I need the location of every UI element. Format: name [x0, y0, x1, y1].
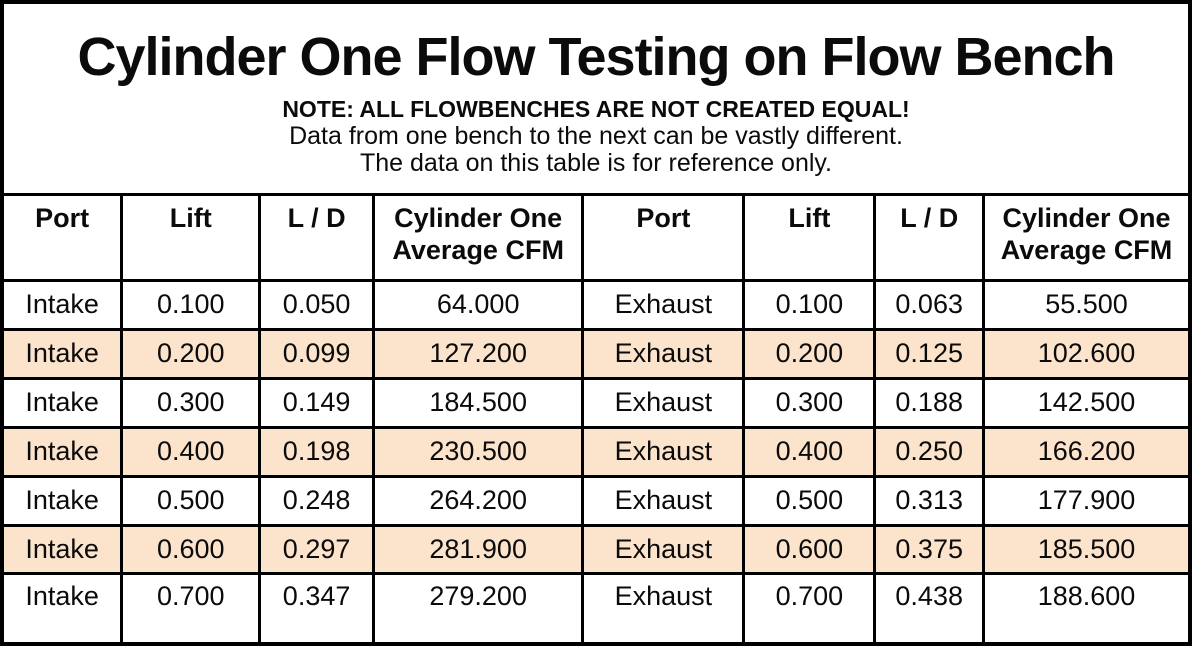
table-cell: 0.200 — [120, 327, 262, 380]
table-cell: Exhaust — [581, 425, 746, 478]
col-header-cfm-exhaust: Cylinder One Average CFM — [982, 194, 1188, 282]
table-cell: 0.500 — [120, 474, 262, 527]
table-cell: 64.000 — [371, 279, 585, 331]
table-cell: 0.313 — [873, 474, 986, 527]
table-row-highlighted: Intake 0.200 0.099 127.200 Exhaust 0.200… — [4, 327, 1188, 380]
table-row: Intake 0.500 0.248 264.200 Exhaust 0.500… — [4, 474, 1188, 527]
table-cell: 188.600 — [982, 572, 1188, 642]
table-cell: 0.438 — [873, 572, 986, 642]
table-cell: 0.100 — [120, 279, 262, 331]
table-cell: 185.500 — [982, 523, 1188, 576]
table-cell: 0.200 — [742, 327, 877, 380]
table-cell: 55.500 — [982, 279, 1188, 331]
table-cell: 0.400 — [120, 425, 262, 478]
col-header-lift-exhaust: Lift — [742, 194, 877, 282]
col-header-lift-intake: Lift — [120, 194, 262, 282]
col-header-ld-intake: L / D — [258, 194, 375, 282]
table-cell: 0.297 — [258, 523, 375, 576]
table-cell: Exhaust — [581, 523, 746, 576]
table-cell: 0.347 — [258, 572, 375, 642]
table-cell: 281.900 — [371, 523, 585, 576]
table-cell: 230.500 — [371, 425, 585, 478]
table-cell: 0.400 — [742, 425, 877, 478]
table-cell: Intake — [4, 572, 124, 642]
table-cell: Intake — [4, 523, 124, 576]
table-cell: 0.300 — [742, 376, 877, 429]
table-row-highlighted: Intake 0.600 0.297 281.900 Exhaust 0.600… — [4, 523, 1188, 576]
table-cell: 127.200 — [371, 327, 585, 380]
page-title: Cylinder One Flow Testing on Flow Bench — [77, 26, 1115, 87]
table-cell: Intake — [4, 279, 124, 331]
table-cell: Exhaust — [581, 279, 746, 331]
table-cell: 0.500 — [742, 474, 877, 527]
table-cell: 0.600 — [120, 523, 262, 576]
table-cell: Exhaust — [581, 572, 746, 642]
table-cell: 0.700 — [120, 572, 262, 642]
col-header-port-exhaust: Port — [581, 194, 746, 282]
table-cell: 184.500 — [371, 376, 585, 429]
table-cell: 0.248 — [258, 474, 375, 527]
table-cell: Intake — [4, 425, 124, 478]
table-cell: 177.900 — [982, 474, 1188, 527]
table-row: Intake 0.300 0.149 184.500 Exhaust 0.300… — [4, 376, 1188, 429]
table-cell: 0.600 — [742, 523, 877, 576]
table-cell: 0.099 — [258, 327, 375, 380]
note-line-2: Data from one bench to the next can be v… — [289, 122, 903, 151]
table-cell: 0.250 — [873, 425, 986, 478]
table-cell: Exhaust — [581, 327, 746, 380]
table-cell: 0.125 — [873, 327, 986, 380]
table-cell: Intake — [4, 474, 124, 527]
table-row: Intake 0.700 0.347 279.200 Exhaust 0.700… — [4, 572, 1188, 642]
header-row: Port Lift L / D Cylinder One Average CFM… — [4, 194, 1188, 282]
table-cell: Exhaust — [581, 474, 746, 527]
table-cell: 102.600 — [982, 327, 1188, 380]
table-cell: 0.198 — [258, 425, 375, 478]
table-cell: Exhaust — [581, 376, 746, 429]
flow-data-table: Port Lift L / D Cylinder One Average CFM… — [4, 193, 1188, 642]
col-header-cfm-intake: Cylinder One Average CFM — [371, 194, 585, 282]
table-cell: 142.500 — [982, 376, 1188, 429]
table-cell: 0.063 — [873, 279, 986, 331]
table-cell: Intake — [4, 376, 124, 429]
table-row: Intake 0.100 0.050 64.000 Exhaust 0.100 … — [4, 279, 1188, 331]
note-line-1: NOTE: ALL FLOWBENCHES ARE NOT CREATED EQ… — [282, 96, 910, 123]
col-header-ld-exhaust: L / D — [873, 194, 986, 282]
table-cell: 0.300 — [120, 376, 262, 429]
table-cell: 0.100 — [742, 279, 877, 331]
title-block: Cylinder One Flow Testing on Flow Bench … — [4, 4, 1188, 193]
table-cell: 166.200 — [982, 425, 1188, 478]
table-cell: 0.375 — [873, 523, 986, 576]
table-cell: 264.200 — [371, 474, 585, 527]
table-row-highlighted: Intake 0.400 0.198 230.500 Exhaust 0.400… — [4, 425, 1188, 478]
table-cell: 0.188 — [873, 376, 986, 429]
table-cell: 0.149 — [258, 376, 375, 429]
table-cell: Intake — [4, 327, 124, 380]
note-line-3: The data on this table is for reference … — [359, 149, 833, 178]
table-cell: 0.050 — [258, 279, 375, 331]
table-cell: 279.200 — [371, 572, 585, 642]
col-header-port-intake: Port — [4, 194, 124, 282]
table-cell: 0.700 — [742, 572, 877, 642]
